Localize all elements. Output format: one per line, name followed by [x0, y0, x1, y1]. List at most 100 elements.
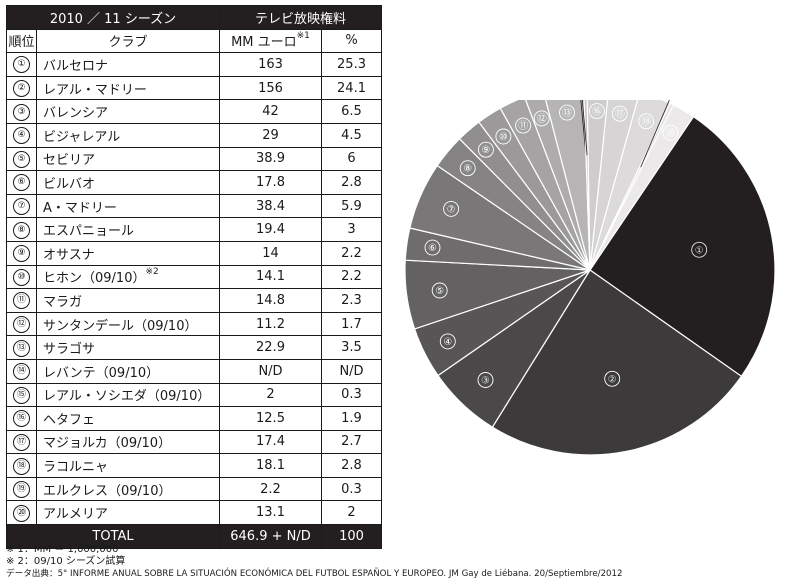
mm-column-header: MM ユーロ※1: [219, 28, 322, 54]
slice-label-3: ③: [481, 376, 490, 387]
club-cell: レアル・マドリー: [36, 75, 220, 101]
club-cell: オサスナ: [36, 240, 220, 266]
rank-cell: ⑦: [6, 193, 37, 219]
slice-label-13: ⑬: [562, 107, 572, 119]
club-name: レバンテ（09/10）: [43, 365, 160, 381]
pct-cell: 2.7: [320, 429, 383, 455]
club-cell: サンタンデール（09/10）: [36, 311, 220, 337]
club-name: サンタンデール（09/10）: [43, 318, 198, 334]
slice-label-badge-10: [495, 128, 512, 145]
pie-slice-15: [583, 100, 591, 271]
club-cell: レアル・ソシエダ（09/10）: [36, 382, 220, 408]
slice-label-10: ⑩: [499, 132, 508, 143]
table-row: ⑯ ヘタフェ 12.5 1.9: [6, 406, 383, 431]
club-cell: バレンシア: [36, 99, 220, 124]
pct-cell: 5.9: [320, 193, 383, 219]
club-note: ※2: [145, 267, 159, 278]
total-pct: 100: [320, 524, 383, 549]
slice-label-badge-20: [662, 124, 679, 141]
table-row: ⑮ レアル・ソシエダ（09/10） 2 0.3: [6, 382, 383, 408]
mm-cell: 11.2: [219, 311, 322, 337]
club-name: ヘタフェ: [43, 412, 96, 428]
club-cell: マジョルカ（09/10）: [36, 429, 220, 455]
slice-label-badge-4: [439, 333, 456, 350]
club-name: オサスナ: [43, 247, 95, 263]
mm-cell: 17.4: [219, 429, 322, 455]
total-mm: 646.9 + N/D: [219, 524, 322, 549]
rank-badge: ⑯: [13, 410, 30, 428]
rank-badge: ⑪: [13, 292, 30, 310]
table-row: ⑱ ラコルニャ 18.1 2.8: [6, 453, 383, 478]
tv-rights-table: 2010 ／ 11 シーズン テレビ放映権料 順位 クラブ MM ユーロ※1 %…: [6, 5, 383, 549]
rank-badge: ⑨: [13, 245, 30, 263]
club-name: サラゴサ: [43, 342, 96, 358]
club-name: レアル・マドリー: [43, 82, 147, 98]
pct-cell: 25.3: [320, 52, 383, 77]
club-cell: ヘタフェ: [36, 406, 220, 431]
mm-cell: 14.1: [219, 264, 322, 290]
pie-slice-1: [589, 115, 776, 378]
table-row: ⑲ エルクレス（09/10） 2.2 0.3: [6, 476, 383, 502]
club-cell: ヒホン（09/10）※2: [36, 264, 220, 290]
mm-cell: 2: [219, 382, 322, 408]
pie-chart: ①②③④⑤⑥⑦⑧⑨⑩⑪⑫⑬⑭⑮⑯⑰⑱⑲⑳: [404, 100, 776, 456]
rank-cell: ⑲: [6, 476, 37, 502]
club-name: アルメリア: [43, 507, 108, 523]
mm-cell: 38.4: [219, 193, 322, 219]
rank-badge: ①: [13, 56, 30, 74]
rank-cell: ⑳: [6, 500, 37, 526]
rank-badge: ⑬: [13, 339, 30, 357]
rank-cell: ⑤: [6, 146, 37, 172]
table-row: ⑩ ヒホン（09/10）※2 14.1 2.2: [6, 264, 383, 290]
club-cell: ラコルニャ: [36, 453, 220, 478]
slice-label-badge-16: [588, 103, 605, 120]
table-row: ⑪ マラガ 14.8 2.3: [6, 288, 383, 313]
table-row: ⑭ レバンテ（09/10） N/D N/D: [6, 358, 383, 384]
club-cell: ビルバオ: [36, 170, 220, 195]
slice-label-badge-13: [559, 104, 575, 121]
slice-label-badge-2: [604, 370, 621, 387]
mm-cell: 29: [219, 122, 322, 148]
table-row: ① バルセロナ 163 25.3: [6, 52, 383, 77]
total-label: TOTAL: [6, 524, 220, 549]
slice-label-20: ⑳: [666, 127, 676, 139]
mm-cell: 13.1: [219, 500, 322, 526]
rank-cell: ⑯: [6, 406, 37, 431]
pct-cell: 3.5: [320, 335, 383, 360]
club-name: レアル・ソシエダ（09/10）: [43, 389, 211, 405]
slice-label-badge-1: [691, 241, 708, 258]
slice-label-badge-8: [459, 160, 476, 177]
table-row: ⑫ サンタンデール（09/10） 11.2 1.7: [6, 311, 383, 337]
club-name: マラガ: [43, 294, 83, 310]
rank-badge: ⑭: [13, 363, 30, 381]
pct-cell: 24.1: [320, 75, 383, 101]
slice-label-badge-6: [424, 239, 441, 256]
mm-cell: 38.9: [219, 146, 322, 172]
club-cell: マラガ: [36, 288, 220, 313]
pie-slice-11: [499, 100, 591, 271]
rank-cell: ⑭: [6, 358, 37, 384]
club-name: エルクレス（09/10）: [43, 483, 172, 499]
club-name: マジョルカ（09/10）: [43, 436, 172, 452]
slice-label-8: ⑧: [463, 164, 472, 175]
slice-label-18: ⑱: [641, 116, 651, 128]
slice-label-6: ⑥: [428, 243, 437, 254]
rank-badge: ⑩: [13, 268, 30, 286]
rank-badge: ⑳: [13, 504, 30, 522]
rank-cell: ⑩: [6, 264, 37, 290]
pct-cell: 1.9: [320, 406, 383, 431]
rank-badge: ⑥: [13, 174, 30, 192]
club-cell: エスパニョール: [36, 217, 220, 242]
pct-cell: 4.5: [320, 122, 383, 148]
club-name: エスパニョール: [43, 224, 135, 240]
pct-cell: 6: [320, 146, 383, 172]
rank-badge: ③: [13, 103, 30, 121]
leader-line-15: [581, 100, 588, 156]
slice-label-4: ④: [443, 337, 452, 348]
mm-cell: 163: [219, 52, 322, 77]
rank-badge: ④: [13, 127, 30, 145]
club-name: バルセロナ: [43, 58, 109, 74]
pie-slice-13: [545, 100, 591, 271]
pct-cell: 3: [320, 217, 383, 242]
table-row: ⑬ サラゴサ 22.9 3.5: [6, 335, 383, 360]
